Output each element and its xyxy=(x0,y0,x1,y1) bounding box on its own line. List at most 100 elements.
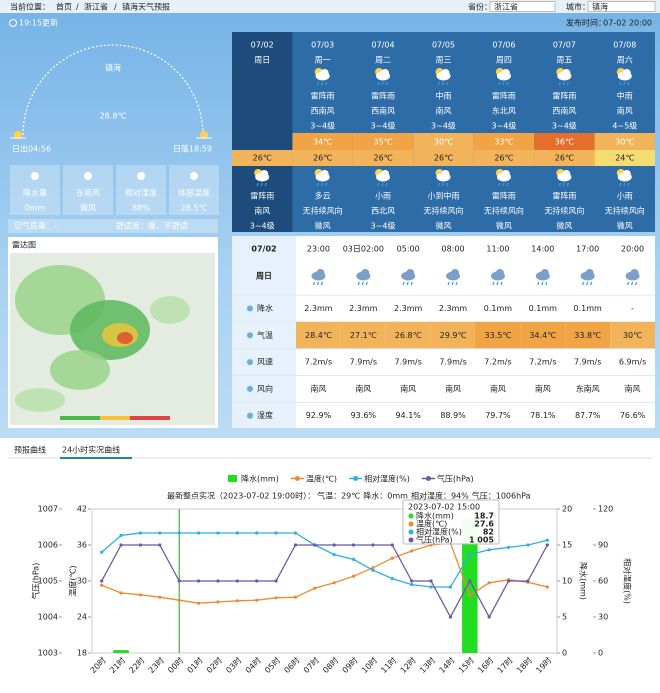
subtitle-part: 气压：1006hPa xyxy=(472,491,531,501)
hourly-value: 7.2m/s xyxy=(529,358,556,367)
hour: 14:00 xyxy=(531,245,554,254)
icon-rain xyxy=(627,182,630,187)
icon-rain xyxy=(361,281,364,286)
night-wind: 无持续风向 xyxy=(484,206,524,216)
series-point xyxy=(371,566,375,570)
day-wind-level: 3~4级 xyxy=(371,121,396,131)
icon-cloud xyxy=(320,170,329,178)
y-tick-label: 1007 xyxy=(38,505,58,514)
series-point xyxy=(448,585,453,589)
series-point xyxy=(526,543,530,547)
hourly-value: 南风 xyxy=(400,383,416,393)
breadcrumb: 当前位置： xyxy=(10,2,50,12)
tooltip-dot xyxy=(408,521,414,527)
icon-rain xyxy=(619,81,622,86)
icon-cloud xyxy=(622,170,631,178)
legend-label[interactable]: 温度(℃) xyxy=(306,474,337,484)
select-box[interactable] xyxy=(489,1,556,12)
icon-cloud xyxy=(320,69,329,77)
series-point xyxy=(526,579,530,583)
icon-rain xyxy=(320,281,324,286)
legend-label[interactable]: 气压(hPa) xyxy=(437,474,474,484)
select-box[interactable] xyxy=(587,1,656,12)
weather-icon xyxy=(314,68,330,86)
icon-rain xyxy=(498,182,501,187)
forecast-today xyxy=(232,32,293,232)
y-tick-label: 1006 xyxy=(38,541,58,550)
weekday: 周四 xyxy=(496,56,512,65)
series-point xyxy=(351,557,356,562)
icon-rain xyxy=(385,182,388,187)
y-tick-label: 15 xyxy=(562,541,572,550)
stat-value: 0mm xyxy=(25,204,46,213)
low-temp: 24℃ xyxy=(615,154,634,163)
hourly-value: 7.9m/s xyxy=(350,358,377,367)
low-temp: 26℃ xyxy=(373,154,392,163)
weather-icon xyxy=(375,68,391,86)
weekday: 周六 xyxy=(617,55,633,65)
night-wind-level: 微风 xyxy=(436,221,452,231)
temp-cell xyxy=(340,321,386,349)
weather-icon xyxy=(311,269,326,286)
icon-rain xyxy=(582,281,585,286)
day-weather: 雷阵雨 xyxy=(311,91,335,101)
legend-label[interactable]: 降水(mm) xyxy=(241,474,279,484)
hourly-value: 7.9m/s xyxy=(574,358,601,367)
series-point xyxy=(506,579,511,583)
hourly-value: 92.9% xyxy=(306,411,332,420)
night-weather: 小雨 xyxy=(617,192,633,201)
icon-rain xyxy=(619,182,622,187)
series-point xyxy=(351,574,356,578)
series-point xyxy=(138,593,143,597)
icon-rain xyxy=(441,182,445,187)
hourly-weekday: 周日 xyxy=(256,272,272,281)
night-wind: 无持续风向 xyxy=(424,206,464,216)
icon-rain xyxy=(321,81,324,86)
y-tick-label: 24 xyxy=(77,613,87,622)
hourly-value: 33.5℃ xyxy=(485,331,512,340)
hourly-value: - xyxy=(631,304,634,313)
series-point xyxy=(119,543,123,547)
hourly-value: 东南风 xyxy=(576,383,600,393)
hourly-value: 南风 xyxy=(490,383,506,393)
weather-icon xyxy=(495,169,511,187)
series-point xyxy=(332,543,336,547)
tab-active[interactable]: 24小时实况曲线 xyxy=(62,445,120,455)
day-wind: 西南风 xyxy=(371,106,395,116)
series-point xyxy=(390,556,394,560)
icon-rain xyxy=(325,81,328,86)
weather-icon xyxy=(446,269,461,286)
series-point xyxy=(255,579,259,583)
icon-rain xyxy=(377,81,380,86)
tab[interactable]: 预报曲线 xyxy=(14,445,46,455)
series-point xyxy=(216,600,220,604)
icon-rain xyxy=(264,182,267,187)
icon-rain xyxy=(256,182,259,187)
low-cell xyxy=(292,150,353,166)
hourly-value: 南风 xyxy=(445,383,461,393)
series-point xyxy=(506,545,511,550)
stat-label: 降水量 xyxy=(23,188,47,198)
date: 07/07 xyxy=(553,41,576,50)
city-select[interactable]: 镇海 xyxy=(592,2,608,12)
series-point xyxy=(138,543,143,547)
hourly-value: 88.9% xyxy=(440,411,466,420)
icon-rain xyxy=(321,182,324,187)
legend-label[interactable]: 相对湿度(%) xyxy=(364,474,410,484)
high-cell xyxy=(594,133,655,150)
temp-cell xyxy=(565,321,611,349)
series-point xyxy=(293,531,298,535)
series-point xyxy=(293,543,298,547)
night-wind-level: 微风 xyxy=(556,221,572,231)
series-point xyxy=(274,531,278,535)
icon-rain xyxy=(437,182,441,187)
hour: 20:00 xyxy=(621,245,644,254)
weather-icon xyxy=(314,169,330,187)
hourly-value: 30℃ xyxy=(623,331,642,340)
province-select[interactable]: 浙江省 xyxy=(494,2,518,12)
forecast-bg xyxy=(232,32,655,232)
row-label: 气温 xyxy=(257,330,273,340)
series-point xyxy=(448,615,453,619)
separator: / xyxy=(114,3,117,12)
